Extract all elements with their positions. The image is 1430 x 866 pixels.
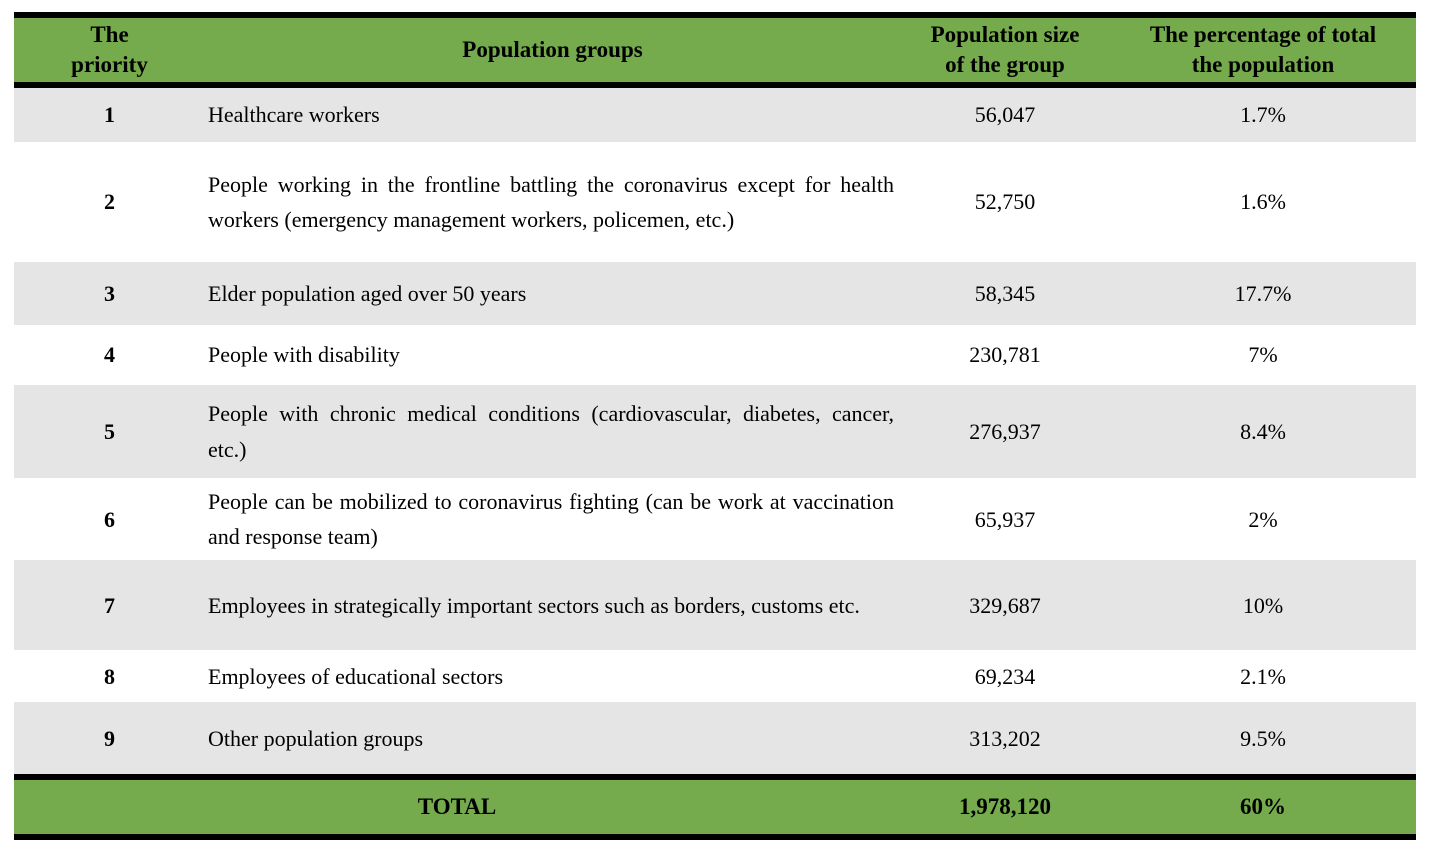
size-cell: 69,234 [974,663,1036,689]
priority-cell: 3 [104,280,115,306]
priority-cell: 5 [104,418,115,444]
priority-cell: 7 [104,592,115,618]
table-row: 1 Healthcare workers 56,047 1.7% [14,85,1416,142]
table-row: 2 People working in the frontline battli… [14,142,1416,262]
priority-cell: 1 [104,102,115,128]
percent-cell: 1.7% [1240,102,1286,128]
group-cell: People with disability [208,342,400,368]
priority-cell: 6 [104,506,115,532]
priority-cell: 2 [104,189,115,215]
col-header-priority: The priority [71,22,148,77]
header-row: The priority Population groups Populatio… [14,15,1416,85]
group-cell: Healthcare workers [208,102,380,128]
total-size: 1,978,120 [959,794,1051,820]
total-label: TOTAL [417,794,497,820]
table-row: 8 Employees of educational sectors 69,23… [14,650,1416,703]
table-row: 6 People can be mobilized to coronavirus… [14,478,1416,561]
size-cell: 52,750 [974,189,1036,215]
table-row: 3 Elder population aged over 50 years 58… [14,262,1416,325]
priority-cell: 8 [104,663,115,689]
total-row: TOTAL 1,978,120 60% [14,777,1416,838]
percent-cell: 2.1% [1240,663,1286,689]
col-header-population-groups: Population groups [462,37,643,63]
group-cell: People with chronic medical conditions (… [208,401,894,462]
table-row: 7 Employees in strategically important s… [14,560,1416,651]
percent-cell: 7% [1248,342,1278,368]
size-cell: 313,202 [969,725,1041,751]
size-cell: 230,781 [969,342,1041,368]
size-cell: 329,687 [969,592,1041,618]
priority-cell: 4 [104,342,115,368]
percent-cell: 1.6% [1240,189,1286,215]
priority-cell: 9 [104,725,115,751]
total-percent: 60% [1240,794,1286,820]
group-cell: Employees of educational sectors [208,663,504,689]
col-header-percentage: The percentage of total the population [1149,22,1377,77]
col-header-population-size: Population size of the group [930,22,1080,77]
percent-cell: 2% [1248,506,1278,532]
percent-cell: 9.5% [1240,725,1286,751]
size-cell: 65,937 [974,506,1036,532]
table-row: 9 Other population groups 313,202 9.5% [14,702,1416,778]
table-row: 5 People with chronic medical conditions… [14,385,1416,478]
group-cell: People working in the frontline battling… [208,171,894,232]
percent-cell: 8.4% [1240,418,1286,444]
group-cell: Other population groups [208,725,424,751]
group-cell: Elder population aged over 50 years [208,280,527,306]
group-cell: People can be mobilized to coronavirus f… [208,489,894,550]
percent-cell: 17.7% [1234,280,1292,306]
vaccination-priority-table: The priority Population groups Populatio… [14,12,1416,841]
group-cell: Employees in strategically important sec… [208,592,860,618]
table-row: 4 People with disability 230,781 7% [14,325,1416,385]
size-cell: 276,937 [969,418,1041,444]
size-cell: 58,345 [974,280,1036,306]
size-cell: 56,047 [974,102,1036,128]
percent-cell: 10% [1242,592,1284,618]
